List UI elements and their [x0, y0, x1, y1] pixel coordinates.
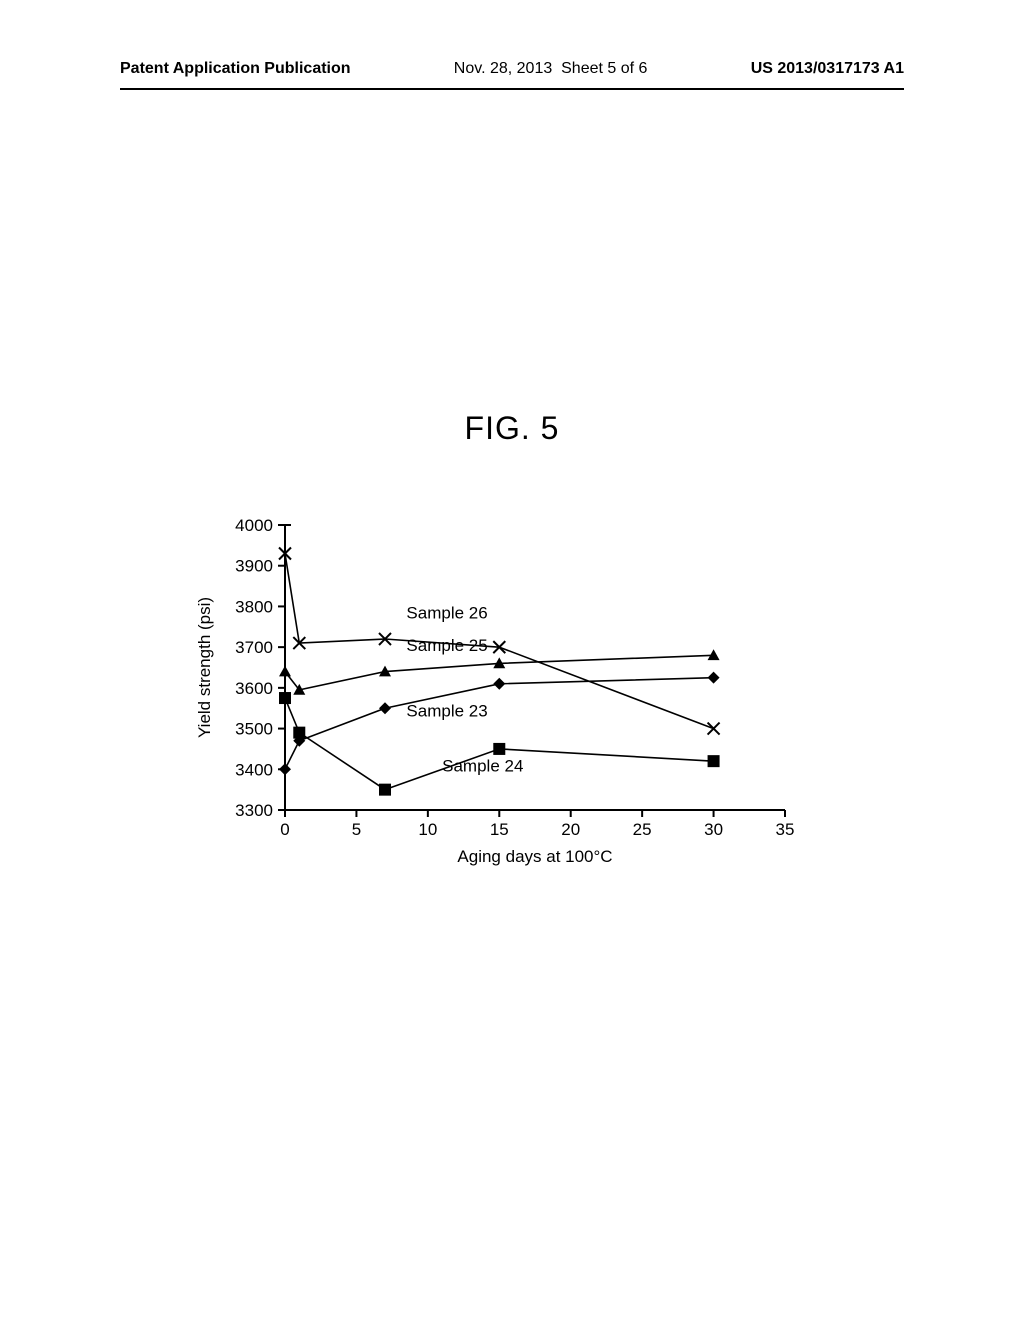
- svg-text:5: 5: [352, 820, 361, 839]
- svg-text:3900: 3900: [235, 557, 273, 576]
- svg-text:25: 25: [633, 820, 652, 839]
- svg-text:3300: 3300: [235, 801, 273, 820]
- svg-text:3800: 3800: [235, 597, 273, 616]
- patent-number: US 2013/0317173 A1: [751, 60, 904, 78]
- publication-label: Patent Application Publication: [120, 60, 351, 78]
- header-rule: [120, 88, 904, 90]
- figure-title: FIG. 5: [0, 410, 1024, 447]
- chart-svg: 3300 3400 3500 3600 3700 3800 3900 4000 0 5 10 15 20…: [190, 510, 810, 890]
- svg-text:15: 15: [490, 820, 509, 839]
- svg-text:20: 20: [561, 820, 580, 839]
- svg-text:10: 10: [418, 820, 437, 839]
- svg-text:4000: 4000: [235, 516, 273, 535]
- yield-strength-chart: 3300 3400 3500 3600 3700 3800 3900 4000 0 5 10 15 20…: [190, 510, 810, 890]
- date-sheet: Nov. 28, 2013 Sheet 5 of 6: [454, 60, 648, 78]
- svg-text:35: 35: [776, 820, 795, 839]
- sheet-number: Sheet 5 of 6: [561, 60, 647, 77]
- page-header: Patent Application Publication Nov. 28, …: [0, 60, 1024, 78]
- svg-text:0: 0: [280, 820, 289, 839]
- svg-text:Aging days at 100°C: Aging days at 100°C: [457, 847, 612, 866]
- svg-text:Sample 26: Sample 26: [406, 604, 487, 623]
- svg-text:3700: 3700: [235, 638, 273, 657]
- svg-text:Sample 24: Sample 24: [442, 756, 523, 775]
- svg-text:3400: 3400: [235, 760, 273, 779]
- svg-text:Sample 23: Sample 23: [406, 701, 487, 720]
- svg-text:Yield strength (psi): Yield strength (psi): [195, 597, 214, 738]
- svg-text:3600: 3600: [235, 679, 273, 698]
- publication-date: Nov. 28, 2013: [454, 60, 552, 77]
- svg-text:3500: 3500: [235, 720, 273, 739]
- svg-text:30: 30: [704, 820, 723, 839]
